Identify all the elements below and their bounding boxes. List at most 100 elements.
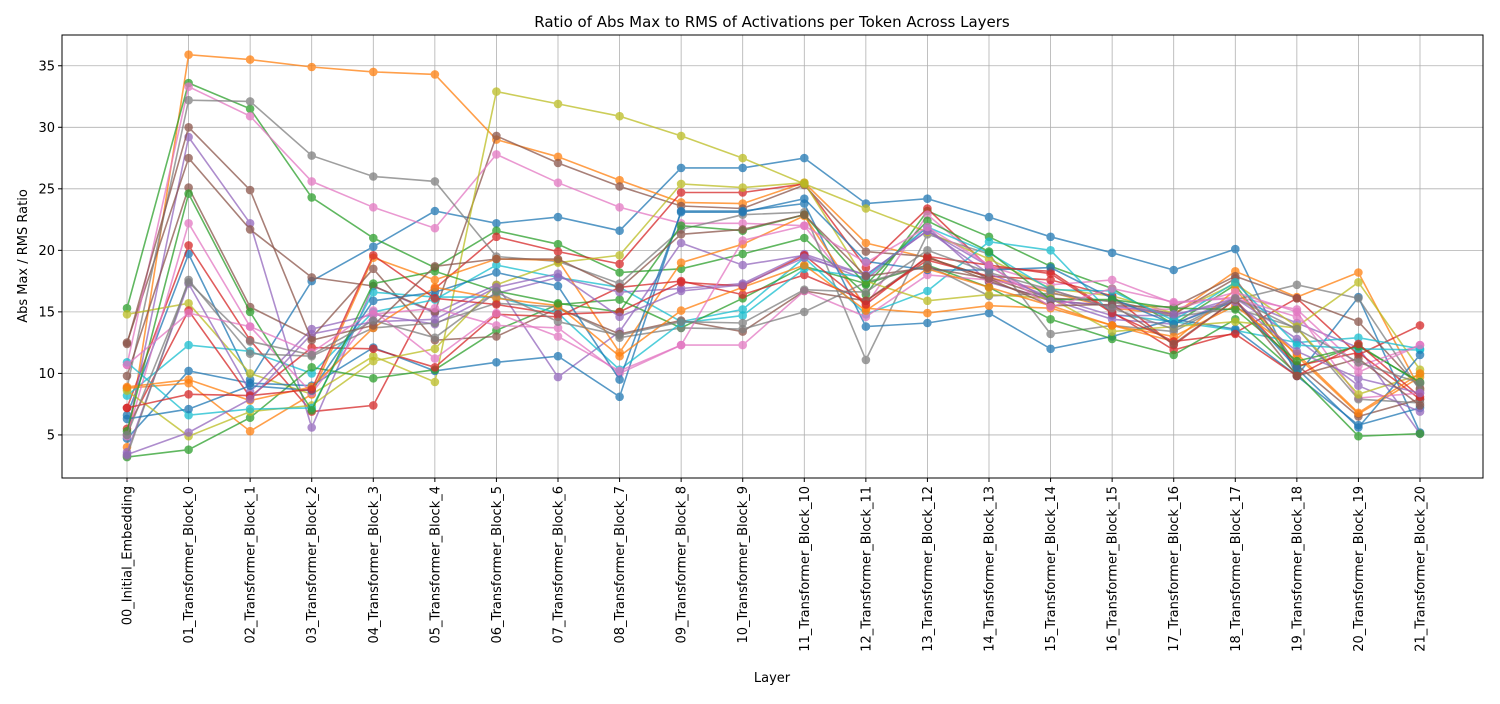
data-point (369, 316, 378, 325)
data-point (430, 70, 440, 79)
data-point (1292, 280, 1302, 290)
data-point (984, 290, 994, 299)
data-point (1354, 278, 1363, 287)
data-point (984, 268, 994, 277)
y-tick-label: 5 (47, 428, 55, 443)
series-line (126, 259, 1421, 430)
series-line (126, 181, 1421, 438)
x-tick-label: 08_Transformer_Block_7 (613, 486, 628, 643)
data-point (861, 280, 871, 290)
data-point (800, 233, 809, 243)
x-tick-label: 10_Transformer_Block_9 (736, 486, 751, 643)
data-point (1292, 324, 1302, 334)
series-27 (122, 246, 1425, 440)
data-point (923, 194, 932, 203)
data-point (1292, 312, 1302, 322)
data-point (1415, 401, 1425, 410)
data-point (245, 413, 255, 423)
x-tick-label: 11_Transformer_Block_10 (798, 486, 813, 652)
series-line (126, 224, 1421, 374)
data-point (738, 183, 747, 192)
data-point (184, 340, 193, 350)
data-point (492, 308, 501, 318)
data-point (738, 260, 747, 270)
data-point (676, 230, 686, 239)
data-point (553, 269, 563, 279)
data-point (184, 123, 193, 132)
x-tick-label: 04_Transformer_Block_3 (367, 486, 382, 643)
data-point (1169, 265, 1178, 275)
data-point (1046, 269, 1055, 279)
data-point (984, 237, 994, 246)
data-point (1169, 339, 1178, 349)
plot-area-frame (61, 34, 1484, 479)
series-0 (122, 153, 1425, 437)
data-point (1415, 340, 1425, 350)
data-point (1107, 284, 1117, 293)
x-tick-label: 01_Transformer_Block_0 (182, 486, 197, 643)
data-point (492, 150, 501, 159)
data-point (984, 308, 994, 318)
y-tick-label: 25 (38, 182, 55, 197)
data-point (923, 252, 932, 261)
data-point (492, 321, 501, 330)
data-point (861, 247, 871, 256)
data-point (122, 382, 132, 392)
data-point (1415, 369, 1425, 378)
data-point (1169, 310, 1178, 319)
x-tick-label: 16_Transformer_Block_15 (1106, 486, 1121, 652)
data-point (676, 179, 686, 189)
data-point (369, 279, 378, 288)
data-point (430, 275, 440, 285)
data-point (1354, 408, 1363, 418)
data-point (553, 351, 563, 361)
data-point (430, 262, 440, 271)
data-point (1415, 350, 1425, 360)
x-tick-label: 17_Transformer_Block_16 (1167, 486, 1182, 652)
data-point (184, 308, 193, 318)
data-point (122, 450, 132, 459)
data-point (984, 247, 994, 256)
series-line (126, 249, 1421, 436)
x-axis: 00_Initial_Embedding 01_Transformer_Block… (121, 478, 1429, 652)
data-point (122, 371, 132, 381)
data-point (245, 104, 255, 114)
data-point (1169, 350, 1178, 360)
data-point (1231, 329, 1240, 339)
data-point (1354, 367, 1363, 377)
data-point (307, 335, 317, 345)
data-point (1292, 371, 1302, 381)
data-point (1107, 275, 1117, 285)
data-point (861, 204, 871, 213)
data-point (492, 287, 501, 297)
data-point (676, 163, 686, 173)
data-point (676, 258, 686, 268)
series-line (126, 226, 1421, 417)
data-point (245, 394, 255, 404)
data-point (1107, 248, 1117, 258)
data-point (861, 258, 871, 268)
series-line (126, 214, 1421, 433)
x-tick-label: 06_Transformer_Block_5 (490, 486, 505, 643)
series-line (126, 229, 1421, 453)
data-point (615, 182, 624, 191)
data-point (553, 281, 563, 291)
y-tick-label: 10 (38, 367, 55, 382)
data-point (184, 183, 193, 192)
series-12 (122, 260, 1425, 462)
data-point (800, 253, 809, 262)
data-point (738, 324, 747, 334)
data-point (184, 219, 193, 228)
data-point (615, 111, 624, 121)
data-point (184, 410, 193, 420)
data-point (738, 305, 747, 314)
y-tick-label: 30 (38, 121, 55, 136)
data-point (184, 299, 193, 308)
data-point (245, 322, 255, 331)
data-point (1169, 297, 1178, 307)
data-point (1415, 388, 1425, 398)
data-point (430, 315, 440, 324)
y-tick-label: 35 (38, 59, 55, 74)
data-point (923, 263, 932, 272)
